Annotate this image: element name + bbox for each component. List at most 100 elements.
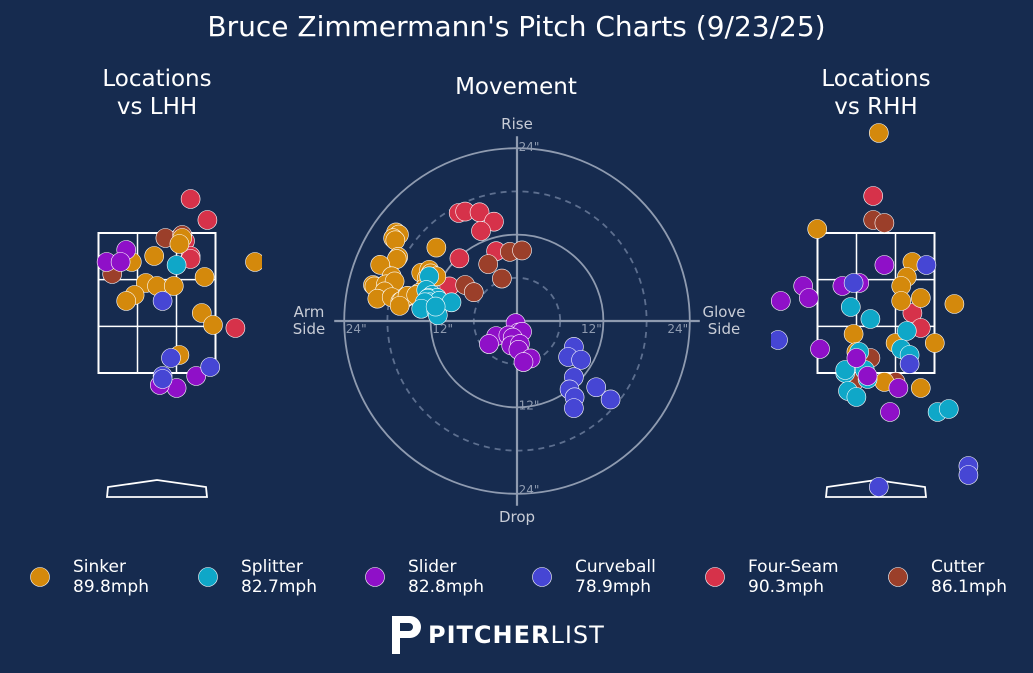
- rhh-point-splitter: [938, 399, 959, 419]
- lhh-point-sinker: [116, 291, 136, 311]
- rhh-point-sinker: [807, 219, 828, 239]
- rhh-point-sinker: [924, 333, 945, 353]
- rhh-point-curveball: [958, 465, 979, 485]
- lhh-point-curveball: [152, 291, 173, 311]
- legend-marker-sinker: [30, 567, 50, 587]
- legend-speed-four-seam: 90.3mph: [748, 577, 824, 597]
- rhh-point-splitter: [840, 297, 861, 317]
- rhh-home-plate: [825, 479, 927, 498]
- legend-marker-cutter: [888, 567, 908, 587]
- movement-point-curveball: [571, 350, 591, 370]
- lhh-point-four-seam: [197, 210, 218, 230]
- rhh-point-slider: [874, 255, 895, 275]
- lhh-point-slider: [110, 252, 131, 272]
- movement-point-curveball: [564, 398, 584, 418]
- legend-speed-slider: 82.8mph: [408, 577, 484, 597]
- pitcher-list-p-icon: [392, 616, 421, 654]
- lhh-point-splitter: [166, 255, 187, 275]
- movement-point-cutter: [512, 240, 532, 261]
- rhh-point-splitter: [860, 309, 881, 329]
- lhh-home-plate: [106, 479, 208, 498]
- movement-point-slider: [479, 334, 499, 354]
- rhh-point-slider: [857, 366, 878, 386]
- movement-glove-side-label: Glove: [702, 303, 745, 321]
- lhh-point-sinker: [164, 276, 184, 296]
- rhh-point-slider: [846, 348, 867, 368]
- rhh-point-sinker: [891, 291, 912, 311]
- movement-arm-side-label: Side: [293, 320, 325, 338]
- legend-speed-curveball: 78.9mph: [575, 577, 651, 597]
- movement-point-cutter: [478, 254, 499, 274]
- movement-point-splitter: [425, 296, 446, 317]
- rhh-point-splitter: [846, 387, 867, 407]
- rhh-point-sinker: [910, 378, 931, 398]
- movement-ring-tick-label: 24": [519, 140, 540, 154]
- legend-speed-sinker: 89.8mph: [73, 577, 149, 597]
- lhh-point-slider: [186, 366, 206, 386]
- movement-point-curveball: [600, 389, 621, 410]
- rhh-point-curveball: [771, 330, 788, 350]
- rhh-point-slider: [771, 291, 791, 311]
- movement-ring-tick-label: 12": [519, 398, 540, 412]
- legend-speed-cutter: 86.1mph: [931, 577, 1007, 597]
- rhh-point-splitter: [896, 321, 917, 341]
- legend-label-splitter: Splitter: [241, 557, 303, 577]
- legend-speed-splitter: 82.7mph: [241, 577, 317, 597]
- movement-point-sinker: [389, 296, 410, 316]
- lhh-point-curveball: [161, 348, 181, 368]
- legend-marker-four-seam: [705, 567, 725, 587]
- lhh-point-sinker: [245, 252, 262, 272]
- movement-glove-side-label: Side: [708, 320, 740, 338]
- rhh-point-sinker: [868, 123, 889, 143]
- rhh-point-curveball: [899, 354, 920, 374]
- legend-label-sinker: Sinker: [73, 557, 126, 577]
- movement-ring-tick-label: 12": [581, 322, 602, 336]
- movement-point-sinker: [426, 237, 447, 258]
- rhh-point-sinker: [910, 288, 931, 308]
- legend-label-slider: Slider: [408, 557, 456, 577]
- movement-point-four-seam: [471, 221, 491, 241]
- lhh-point-sinker: [169, 234, 190, 254]
- lhh-point-sinker: [144, 246, 164, 266]
- lhh-point-curveball: [200, 357, 220, 377]
- legend-marker-slider: [365, 567, 385, 587]
- rhh-point-slider: [810, 339, 830, 359]
- movement-point-curveball: [586, 377, 607, 398]
- brand-logo: PITCHER LIST: [388, 612, 605, 658]
- rhh-point-sinker: [843, 324, 864, 344]
- rhh-point-slider: [888, 378, 909, 398]
- chart-title: Bruce Zimmermann's Pitch Charts (9/23/25…: [207, 10, 826, 43]
- left-panel-title: Locations vs LHH: [102, 66, 212, 120]
- brand-name-bold: PITCHER: [428, 621, 551, 649]
- lhh-point-four-seam: [225, 318, 246, 338]
- lhh-point-sinker: [203, 315, 223, 335]
- legend-marker-curveball: [532, 567, 552, 587]
- lhh-point-sinker: [194, 267, 215, 287]
- rhh-point-slider: [880, 402, 900, 422]
- rhh-point-sinker: [944, 294, 965, 314]
- right-panel-title: Locations vs RHH: [821, 66, 931, 120]
- movement-ring-tick-label: 24": [519, 483, 540, 497]
- movement-ring-tick-label: 24": [667, 322, 688, 336]
- rhh-point-splitter: [984, 391, 1003, 410]
- movement-point-sinker: [386, 249, 407, 269]
- movement-panel-title: Movement: [455, 74, 577, 100]
- lhh-point-four-seam: [180, 189, 201, 209]
- movement-ring-tick-label: 12": [432, 322, 453, 336]
- legend-label-curveball: Curveball: [575, 557, 656, 577]
- movement-point-cutter: [492, 268, 512, 289]
- rhh-point-cutter: [874, 213, 895, 233]
- rhh-point-curveball: [843, 273, 864, 293]
- brand-name-light: LIST: [550, 621, 605, 649]
- movement-point-cutter: [463, 282, 484, 303]
- rhh-point-curveball: [868, 477, 889, 497]
- movement-point-slider: [513, 352, 534, 372]
- rhh-point-slider: [798, 288, 819, 308]
- movement-point-four-seam: [449, 248, 470, 269]
- movement-ring-tick-label: 24": [346, 322, 367, 336]
- movement-rise-label: Rise: [501, 115, 533, 133]
- movement-arm-side-label: Arm: [294, 303, 325, 321]
- movement-point-sinker: [385, 230, 406, 251]
- lhh-point-curveball: [152, 369, 173, 389]
